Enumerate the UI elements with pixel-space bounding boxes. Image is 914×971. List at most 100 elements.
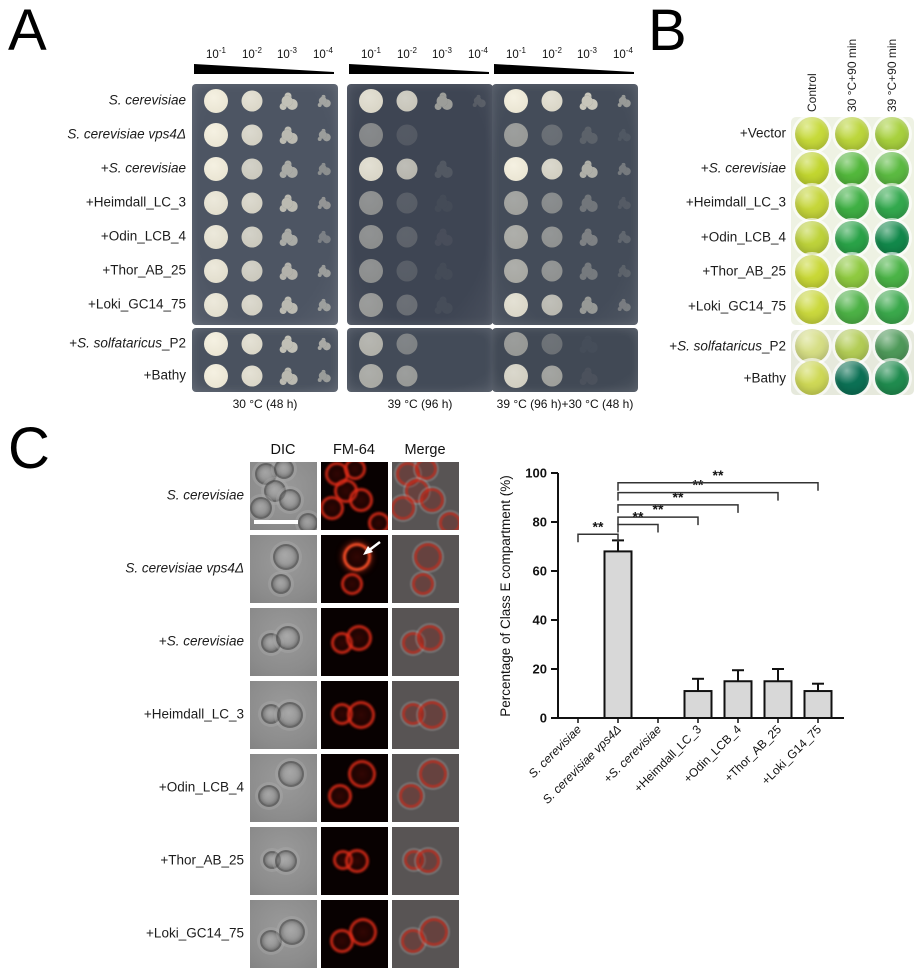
colony-spot <box>204 364 228 388</box>
assay-plate-bottom <box>347 328 493 392</box>
fm64-stained-cell <box>328 784 353 809</box>
assay-well <box>795 151 829 186</box>
label-text: + <box>69 335 78 351</box>
yeast-cell <box>275 850 298 872</box>
dilution-exponent: -3 <box>289 46 297 55</box>
panel-a-strain-label: +Heimdall_LC_3 <box>0 195 186 211</box>
dilution-label: 10-1 <box>506 46 526 61</box>
significance-label: ** <box>593 518 604 534</box>
assay-plate-main <box>492 84 638 325</box>
dilution-exponent: -1 <box>218 46 226 55</box>
dilution-base: 10 <box>577 48 590 61</box>
assay-well <box>795 186 829 221</box>
colony-spot <box>359 89 383 113</box>
colony-spot <box>204 293 228 317</box>
label-text: +Thor_AB_25 <box>102 262 186 278</box>
colony-spot <box>359 364 383 388</box>
colony-spot <box>504 191 528 215</box>
colony-spot <box>241 226 263 248</box>
dic-image <box>250 754 317 822</box>
colony-spot <box>318 266 328 276</box>
colony-spot <box>241 260 263 282</box>
condition-label: 39 °C (96 h)+30 °C (48 h) <box>496 397 634 411</box>
merged-cell <box>392 496 415 521</box>
colony-spot <box>281 163 293 175</box>
colony-spot <box>541 294 563 316</box>
colony-spot <box>359 123 383 147</box>
assay-well <box>875 290 909 324</box>
dilution-exponent: -1 <box>518 46 526 55</box>
assay-plate-bottom <box>192 328 338 392</box>
colony-spot <box>541 158 563 180</box>
colony-spot <box>204 191 228 215</box>
yeast-cell <box>276 702 303 728</box>
colony-spot <box>436 265 448 277</box>
yeast-cell <box>272 543 299 570</box>
yeast-cell <box>250 497 272 520</box>
colony-spot <box>504 123 528 147</box>
panel-c-channel-header: Merge <box>404 442 446 458</box>
panel-c-strain-label: +Heimdall_LC_3 <box>0 706 244 723</box>
dilution-base: 10 <box>313 48 326 61</box>
colony-spot <box>504 225 528 249</box>
panel-b-column-header: 30 °C+90 min <box>845 38 859 112</box>
dilution-exponent: -4 <box>480 46 488 55</box>
significance-label: ** <box>673 489 684 505</box>
fm64-stained-cell <box>348 917 377 946</box>
assay-well <box>875 151 909 186</box>
colony-spot <box>204 157 228 181</box>
bar <box>803 690 833 719</box>
y-axis-title: Percentage of Class E compartment (%) <box>498 475 513 717</box>
colony-spot <box>281 231 293 243</box>
label-text: + <box>669 338 678 354</box>
colony-spot <box>541 90 563 112</box>
fm-64-image <box>321 462 388 530</box>
dilution-label: 10-4 <box>468 46 488 61</box>
colony-spot <box>241 124 263 146</box>
colony-spot <box>281 265 293 277</box>
significance-bracket <box>617 504 739 513</box>
merge-image <box>392 462 459 530</box>
panel-b-letter: B <box>648 0 687 63</box>
colony-spot <box>541 260 563 282</box>
panel-b-sample-label: +Loki_GC14_75 <box>600 298 786 315</box>
panel-a-strain-label: +S. solfataricus_P2 <box>0 335 186 352</box>
colony-spot <box>318 164 328 174</box>
label-text: +Heimdall_LC_3 <box>143 706 244 722</box>
dilution-exponent: -3 <box>589 46 597 55</box>
assay-well <box>875 255 909 290</box>
colony-spot <box>581 299 593 311</box>
colony-spot <box>581 95 593 107</box>
panel-c-strain-label: +Odin_LCB_4 <box>0 780 244 796</box>
panel-b-sample-label: +S. solfataricus_P2 <box>600 338 786 355</box>
dilution-label: 10-1 <box>206 46 226 61</box>
label-text: +Thor_AB_25 <box>702 263 786 279</box>
significance-label: ** <box>693 477 704 493</box>
assay-well <box>835 255 869 290</box>
label-text: + <box>100 160 109 176</box>
bar <box>723 680 753 719</box>
colony-spot <box>281 299 293 311</box>
dilution-exponent: -2 <box>409 46 417 55</box>
label-text: +Loki_GC14_75 <box>688 298 786 314</box>
colony-spot <box>582 339 593 350</box>
colony-spot <box>504 293 528 317</box>
dilution-exponent: -2 <box>554 46 562 55</box>
merge-image <box>392 900 459 968</box>
colony-spot <box>281 197 293 209</box>
dilution-label: 10-4 <box>313 46 333 61</box>
dilution-base: 10 <box>361 48 374 61</box>
merged-cell <box>418 760 447 789</box>
dic-image <box>250 535 317 603</box>
colony-spot <box>359 332 383 356</box>
colony-spot <box>281 129 293 141</box>
assay-well <box>795 220 829 255</box>
dilution-exponent: -4 <box>625 46 633 55</box>
dilution-base: 10 <box>468 48 481 61</box>
fm64-stained-cell <box>346 624 373 651</box>
significance-bracket <box>617 482 819 491</box>
fm-64-image <box>321 535 388 603</box>
label-text: S. cerevisiae <box>166 633 244 649</box>
label-text: + <box>158 633 167 649</box>
significance-label: ** <box>713 467 724 483</box>
